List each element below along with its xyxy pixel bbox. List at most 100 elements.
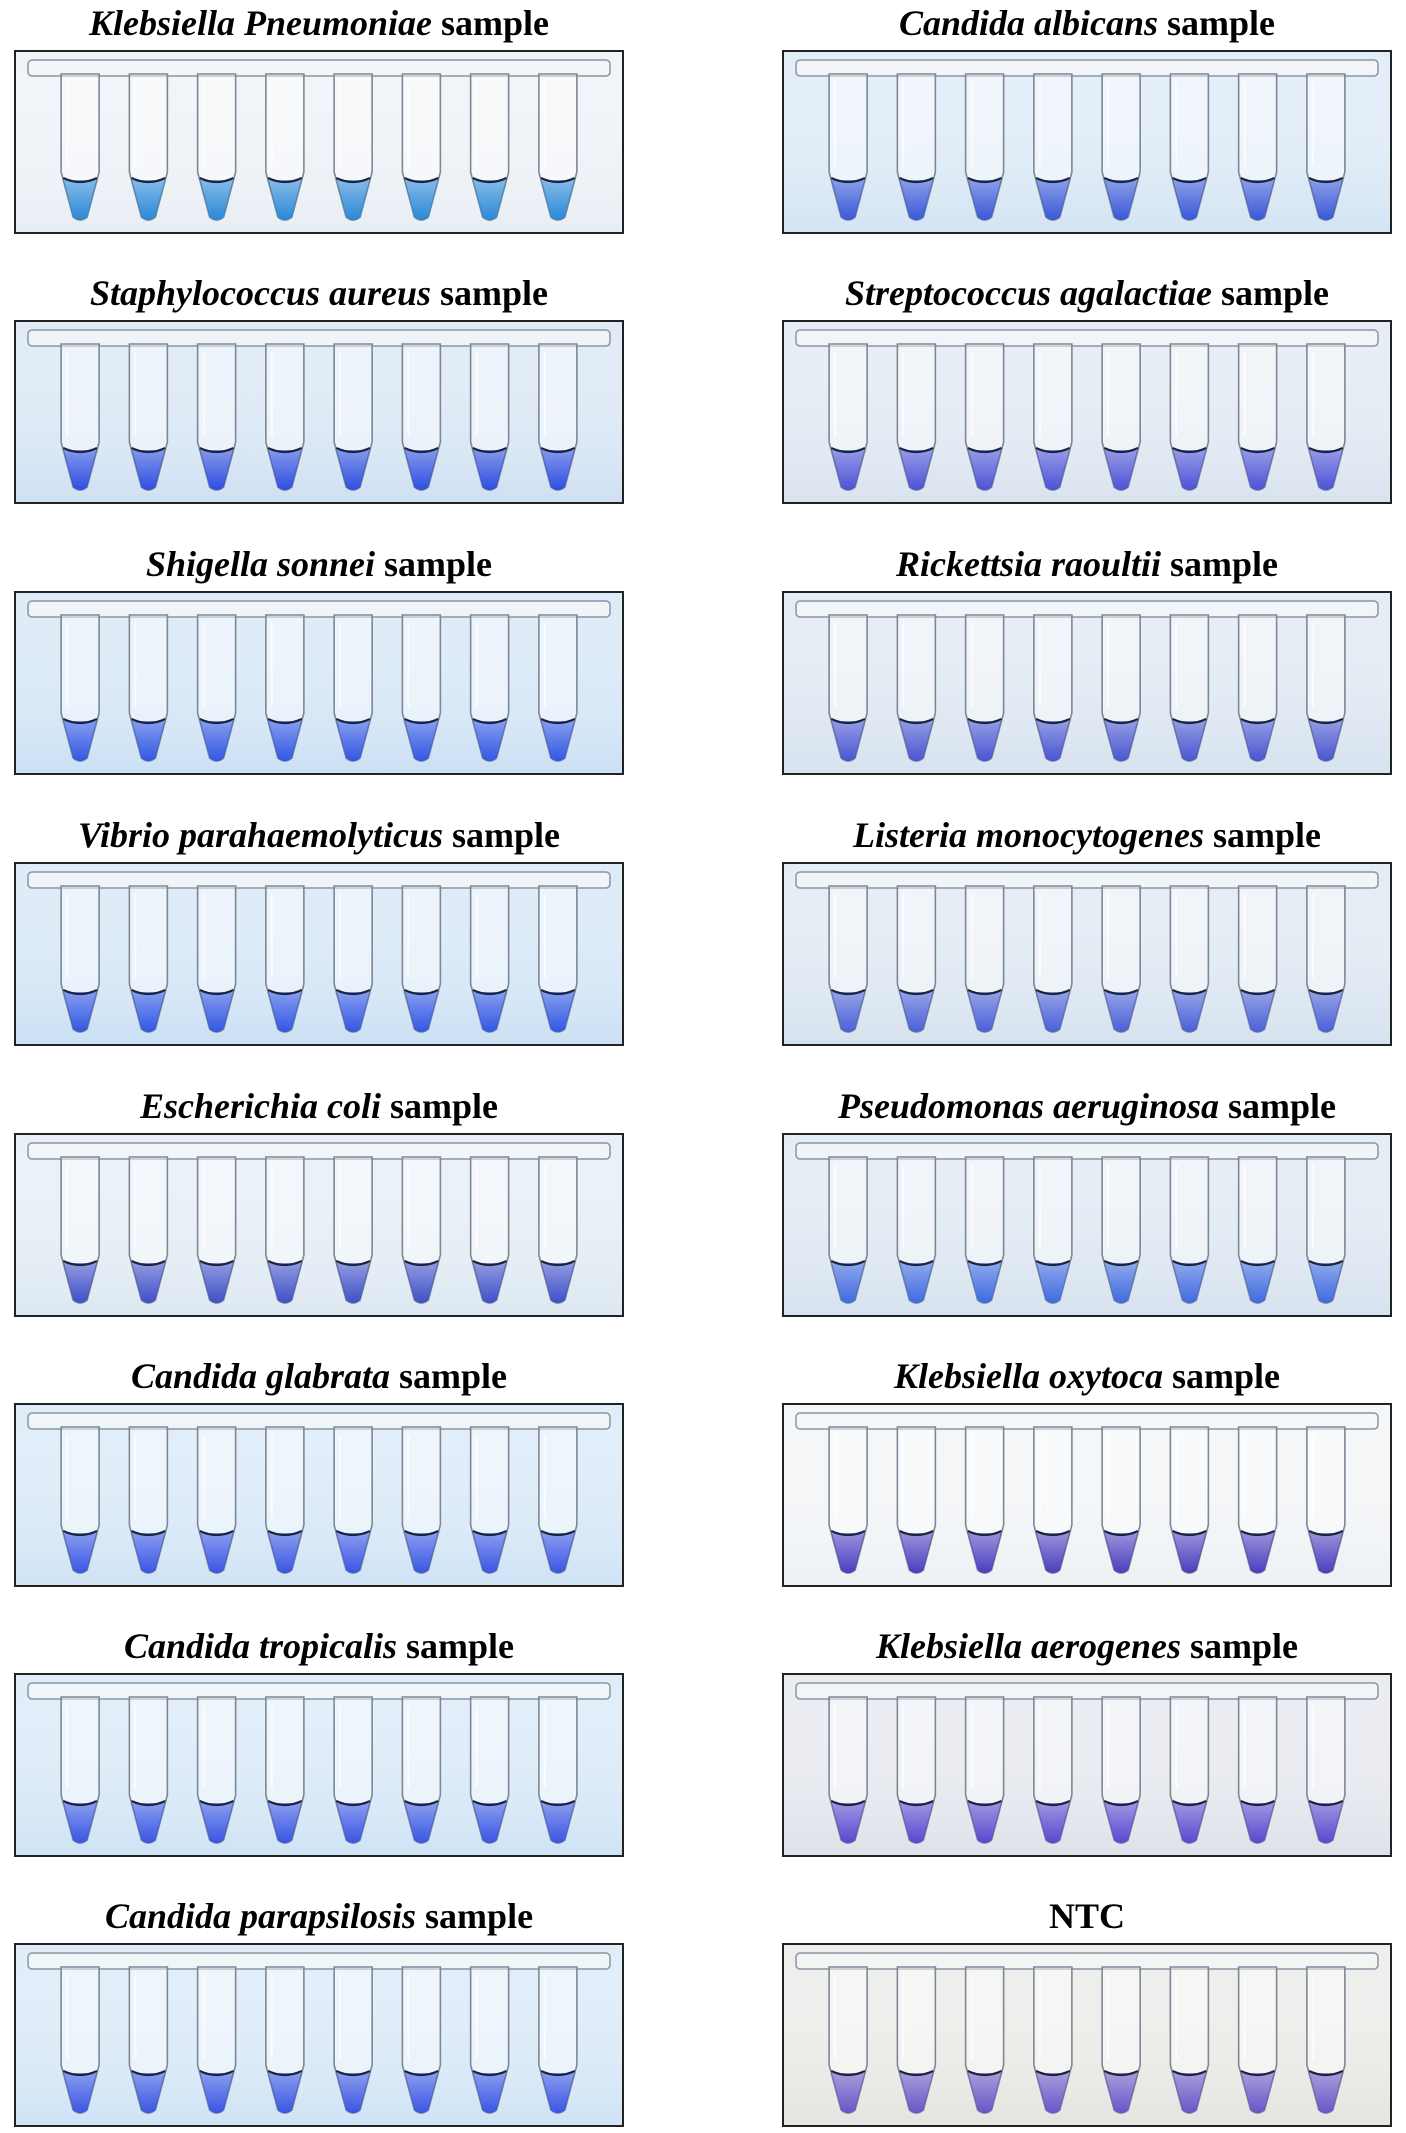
panel-title: Candida albicans sample [782,0,1392,46]
tube-strip-photo [782,1403,1392,1587]
panel-klebsiella-aerogenes: Klebsiella aerogenes sample [782,1623,1392,1863]
pcr-tube [828,1696,868,1844]
tube-liquid [1309,721,1343,761]
tube-strip-bar [795,1412,1379,1430]
tube-liquid [472,450,507,490]
organism-name: Pseudomonas aeruginosa [837,1086,1220,1126]
pcr-tube [401,1156,442,1304]
panel-title: Rickettsia raoultii sample [782,541,1392,587]
panel-suffix: sample [431,273,549,313]
pcr-tube [60,1156,100,1304]
pcr-tube [1101,1156,1141,1304]
pcr-tube [1306,343,1346,491]
pcr-tube [333,885,373,1033]
panel-title: Candida tropicalis sample [14,1623,624,1669]
tube-liquid [899,180,934,220]
pcr-tube [128,1966,169,2114]
pcr-tube [1033,1966,1073,2114]
tube-liquid [1104,1533,1138,1573]
pcr-tube [1033,73,1073,221]
pcr-tube [828,343,868,491]
tube-strip-photo [14,1133,624,1317]
tube-liquid [131,450,166,490]
tube-liquid [268,992,302,1032]
pcr-tube [1101,1696,1141,1844]
tube-liquid [336,2073,370,2113]
panel-title: Candida glabrata sample [14,1353,624,1399]
tube-strip-bar [27,59,611,77]
tube-liquid [899,2073,934,2113]
pcr-tube [896,885,937,1033]
tube-strip-image [16,1135,622,1315]
tube-liquid [1036,721,1070,761]
pcr-tube [60,885,100,1033]
pcr-tube [469,885,510,1033]
pcr-tube [538,343,578,491]
pcr-tube [469,343,510,491]
pcr-tube [1237,614,1278,762]
pcr-tube [401,1426,442,1574]
pcr-tube [196,1696,237,1844]
pcr-tube [128,614,169,762]
tube-liquid [63,1803,97,1843]
tube-liquid [541,1803,575,1843]
panel-klebsiella-oxytoca: Klebsiella oxytoca sample [782,1353,1392,1593]
tube-liquid [541,180,575,220]
pcr-tube [60,1696,100,1844]
pcr-tube [896,614,937,762]
tube-liquid [967,450,1002,490]
panel-title: Klebsiella Pneumoniae sample [14,0,624,46]
pcr-tube [128,73,169,221]
tube-liquid [336,1803,370,1843]
tube-liquid [268,1533,302,1573]
tube-strip-photo [782,1673,1392,1857]
panel-title: Staphylococcus aureus sample [14,270,624,316]
pcr-tube [333,343,373,491]
panel-title: Escherichia coli sample [14,1083,624,1129]
tube-strip-bar [795,600,1379,618]
panel-staphylococcus-aureus: Staphylococcus aureus sample [14,270,624,510]
pcr-tube [1306,885,1346,1033]
tube-strip-bar [795,1682,1379,1700]
pcr-tube [1033,885,1073,1033]
tube-strip-bar [27,600,611,618]
tube-liquid [404,721,439,761]
tube-liquid [1240,2073,1275,2113]
tube-liquid [899,1533,934,1573]
organism-name: Vibrio parahaemolyticus [77,815,444,855]
tube-liquid [1309,1803,1343,1843]
pcr-tube [469,1966,510,2114]
tube-liquid [1104,450,1138,490]
pcr-tube [128,1426,169,1574]
pcr-tube [1101,1966,1141,2114]
pcr-tube [265,1966,305,2114]
pcr-tube [1101,885,1141,1033]
tube-liquid [472,721,507,761]
tube-liquid [1104,992,1138,1032]
pcr-tube [196,885,237,1033]
pcr-tube [1101,614,1141,762]
tube-strip-photo [782,50,1392,234]
pcr-tube [538,73,578,221]
organism-name: Staphylococcus aureus [89,273,432,313]
pcr-tube [538,614,578,762]
pcr-tube [265,885,305,1033]
pcr-tube [1033,1696,1073,1844]
tube-liquid [63,992,97,1032]
organism-name: Klebsiella oxytoca [894,1356,1163,1396]
panel-suffix: NTC [1048,1896,1125,1936]
panel-suffix: sample [1158,3,1276,43]
pcr-tube [196,1426,237,1574]
tube-liquid [1240,1803,1275,1843]
tube-strip-bar [795,871,1379,889]
pcr-tube [896,73,937,221]
tube-liquid [1172,180,1207,220]
tube-liquid [967,1263,1002,1303]
tube-liquid [831,2073,865,2113]
tube-strip-photo [14,320,624,504]
pcr-tube [401,73,442,221]
tube-liquid [967,992,1002,1032]
pcr-tube [265,73,305,221]
tube-strip-photo [782,320,1392,504]
tube-liquid [131,1533,166,1573]
